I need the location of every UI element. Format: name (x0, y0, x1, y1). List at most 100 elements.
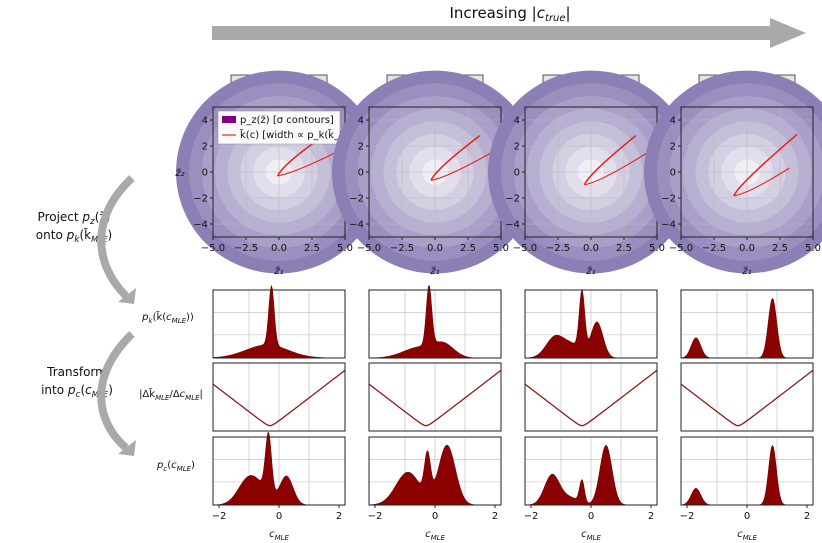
y-tick-label: 0 (202, 168, 208, 179)
x-tick-label: 2 (492, 511, 498, 522)
x-tick-label: −5.0 (201, 243, 225, 254)
pk-panel-frame (524, 289, 658, 359)
column-1: ctrue = 0.2−5.0−2.50.02.55.0420−2−4z̃₁−2… (332, 70, 538, 542)
y-tick-label: 4 (202, 116, 208, 127)
curved-arrow-transform-head (118, 440, 136, 456)
x-tick-label: 2 (804, 511, 810, 522)
x-tick-label: 0 (276, 511, 282, 522)
y-tick-label: 0 (358, 168, 364, 179)
y-tick-label: 2 (358, 142, 364, 153)
k-curve-branch (430, 152, 493, 181)
top-y-axis-label: z̃₂ (174, 167, 184, 179)
jacobian-line (524, 369, 658, 427)
x-tick-label: −2.5 (702, 243, 726, 254)
x-tick-label: 2 (336, 511, 342, 522)
k-curve-branch (733, 167, 790, 197)
y-tick-label: −2 (349, 194, 364, 205)
curved-arrow-project-head (118, 288, 136, 304)
jacobian-frame (524, 362, 658, 432)
x-tick-label: 0.0 (427, 243, 443, 254)
x-tick-label: −2.5 (234, 243, 258, 254)
x-tick-label: 5.0 (649, 243, 665, 254)
x-tick-label: 2.5 (616, 243, 632, 254)
x-tick-label: −2 (680, 511, 695, 522)
pk-panel-frame (212, 289, 346, 359)
x-axis-label: z̃₁ (273, 265, 283, 277)
x-tick-label: 5.0 (493, 243, 509, 254)
jacobian-panel (212, 362, 346, 432)
bottom-x-axis-label: cMLE (581, 529, 601, 542)
pk-panel-frame (368, 289, 502, 359)
k-curve-branch (583, 134, 637, 186)
x-tick-label: 0 (432, 511, 438, 522)
k-curve-branch (277, 152, 337, 177)
x-tick-label: 5.0 (805, 243, 821, 254)
y-tick-label: −4 (193, 220, 208, 231)
contour-panel: −5.0 −2.5 0.0 2.5 5.0 4 2 0 −2 −4 z̃₁ (488, 70, 694, 277)
y-tick-label: −4 (349, 220, 364, 231)
contour-panel: −5.0 −2.5 0.0 2.5 5.0 4 2 0 −2 −4 z̃₁ (332, 70, 538, 277)
x-tick-label: 0.0 (739, 243, 755, 254)
pc-panel: −2 0 2 cMLE (680, 436, 814, 542)
pk-panel-frame (680, 289, 814, 359)
x-tick-label: −2.5 (546, 243, 570, 254)
x-tick-label: 0 (744, 511, 750, 522)
jacobian-frame (212, 362, 346, 432)
pc-panel: −2 0 2 cMLE (368, 436, 502, 542)
x-tick-label: 2.5 (304, 243, 320, 254)
x-axis-label: z̃₁ (429, 265, 439, 277)
arrow-shaft (212, 26, 772, 40)
increasing-arrow (212, 18, 806, 48)
arrow-head (770, 18, 806, 48)
y-tick-label: 4 (670, 116, 676, 127)
y-tick-label: 4 (514, 116, 520, 127)
x-tick-label: 0.0 (583, 243, 599, 254)
jacobian-line (680, 369, 814, 427)
jacobian-frame (368, 362, 502, 432)
row-label-jac: |Δk̃MLE/ΔcMLE| (139, 387, 203, 402)
y-tick-label: −4 (505, 220, 520, 231)
x-tick-label: −5.0 (513, 243, 537, 254)
column-2: ctrue = 0.4−5.0−2.50.02.55.0420−2−4z̃₁−2… (488, 70, 694, 542)
x-tick-label: 2.5 (460, 243, 476, 254)
y-tick-label: −2 (193, 194, 208, 205)
y-tick-label: −4 (661, 220, 676, 231)
pc-panel: −2 0 2 cMLE (212, 431, 346, 542)
k-curve-branch (584, 152, 649, 186)
x-tick-label: −2 (212, 511, 227, 522)
pk-panel (212, 285, 346, 359)
jacobian-panel (524, 362, 658, 432)
x-tick-label: −2 (368, 511, 383, 522)
x-tick-label: 2 (648, 511, 654, 522)
bottom-x-axis-label: cMLE (269, 529, 289, 542)
x-tick-label: 5.0 (337, 243, 353, 254)
y-tick-label: −2 (505, 194, 520, 205)
legend-box (217, 110, 341, 145)
jacobian-frame (680, 362, 814, 432)
x-tick-label: −5.0 (357, 243, 381, 254)
x-tick-label: −2 (524, 511, 539, 522)
column-3: ctrue = 0.9−5.0−2.50.02.55.0420−2−4z̃₁−2… (644, 70, 822, 542)
pk-panel (368, 285, 502, 359)
jacobian-line (368, 369, 502, 427)
row-label-pk: pk(k̃(cMLE)) (141, 310, 194, 325)
jacobian-panel (680, 362, 814, 432)
x-tick-label: −5.0 (669, 243, 693, 254)
bottom-x-axis-label: cMLE (737, 529, 757, 542)
y-tick-label: 0 (514, 168, 520, 179)
x-axis-label: z̃₁ (585, 265, 595, 277)
y-tick-label: 2 (670, 142, 676, 153)
legend-item1: p_z(z̃) [σ contours] (240, 114, 334, 126)
pk-panel (524, 288, 658, 359)
contour-panel: −5.0 −2.5 0.0 2.5 5.0 4 2 0 −2 −4 z̃₁ p_z(z̃) [σ co… (176, 70, 382, 277)
curved-arrow-project (97, 175, 135, 299)
pc-panel: −2 0 2 cMLE (524, 436, 658, 542)
y-tick-label: 0 (670, 168, 676, 179)
k-curve-branch (733, 133, 798, 197)
contour-panel: −5.0 −2.5 0.0 2.5 5.0 4 2 0 −2 −4 z̃₁ (644, 70, 822, 277)
legend-swatch (222, 116, 236, 123)
x-tick-label: 0 (588, 511, 594, 522)
x-tick-label: 0.0 (271, 243, 287, 254)
header-title: Increasing |ctrue| (449, 4, 570, 24)
